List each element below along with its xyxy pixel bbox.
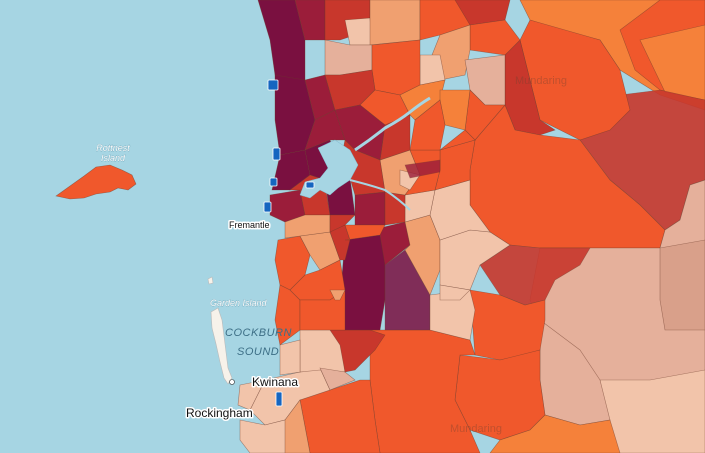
swan-river-upper [354,96,431,152]
region[interactable] [469,289,546,361]
region[interactable] [369,0,421,46]
region[interactable] [344,224,386,241]
garden-island[interactable] [210,307,233,385]
region[interactable] [409,99,446,151]
highway-shield-icon [263,201,272,213]
rottnest-island[interactable] [55,164,137,200]
rottnest-label-line1: Rottnest [96,143,130,153]
highway-shield-icon [269,177,278,187]
highway-shield-icon [305,181,315,189]
region[interactable] [279,339,301,376]
region[interactable] [371,39,421,96]
region[interactable] [489,414,621,453]
region[interactable] [299,289,346,331]
place-label-rockingham[interactable]: Rockingham [185,405,255,422]
region[interactable] [284,399,311,453]
place-label-fremantle[interactable]: Fremantle [228,219,272,232]
faint-place-label: Mundaring [450,423,502,435]
region[interactable] [324,39,373,76]
garden-island-label: Garden Island [210,298,268,308]
region[interactable] [344,17,373,46]
region[interactable] [429,179,491,241]
swan-river [299,139,359,199]
place-label-kwinana[interactable]: Kwinana [251,374,300,391]
highway-shield-icon [275,391,283,407]
region[interactable] [439,284,471,301]
town-dot-icon [237,410,243,416]
region[interactable] [659,239,705,331]
highway-shield-icon [272,147,281,161]
highway-shields [263,79,315,407]
region[interactable] [329,289,346,301]
garden-island-north [207,276,214,285]
region[interactable] [354,191,386,226]
water-label-line1: COCKBURN [225,327,292,339]
town-dot-icon [229,379,235,385]
rottnest-label-line2: Island [101,153,126,163]
faint-place-label: Mundaring [515,75,567,87]
water-label-line2: SOUND [237,346,279,358]
region[interactable] [404,159,441,179]
region[interactable] [319,367,356,391]
region[interactable] [639,24,705,101]
region[interactable] [237,379,266,411]
region[interactable] [329,329,386,373]
region[interactable] [439,129,476,151]
highway-shield-icon [267,79,279,91]
canning-river [349,179,411,211]
region[interactable] [299,379,381,453]
region[interactable] [439,89,471,131]
